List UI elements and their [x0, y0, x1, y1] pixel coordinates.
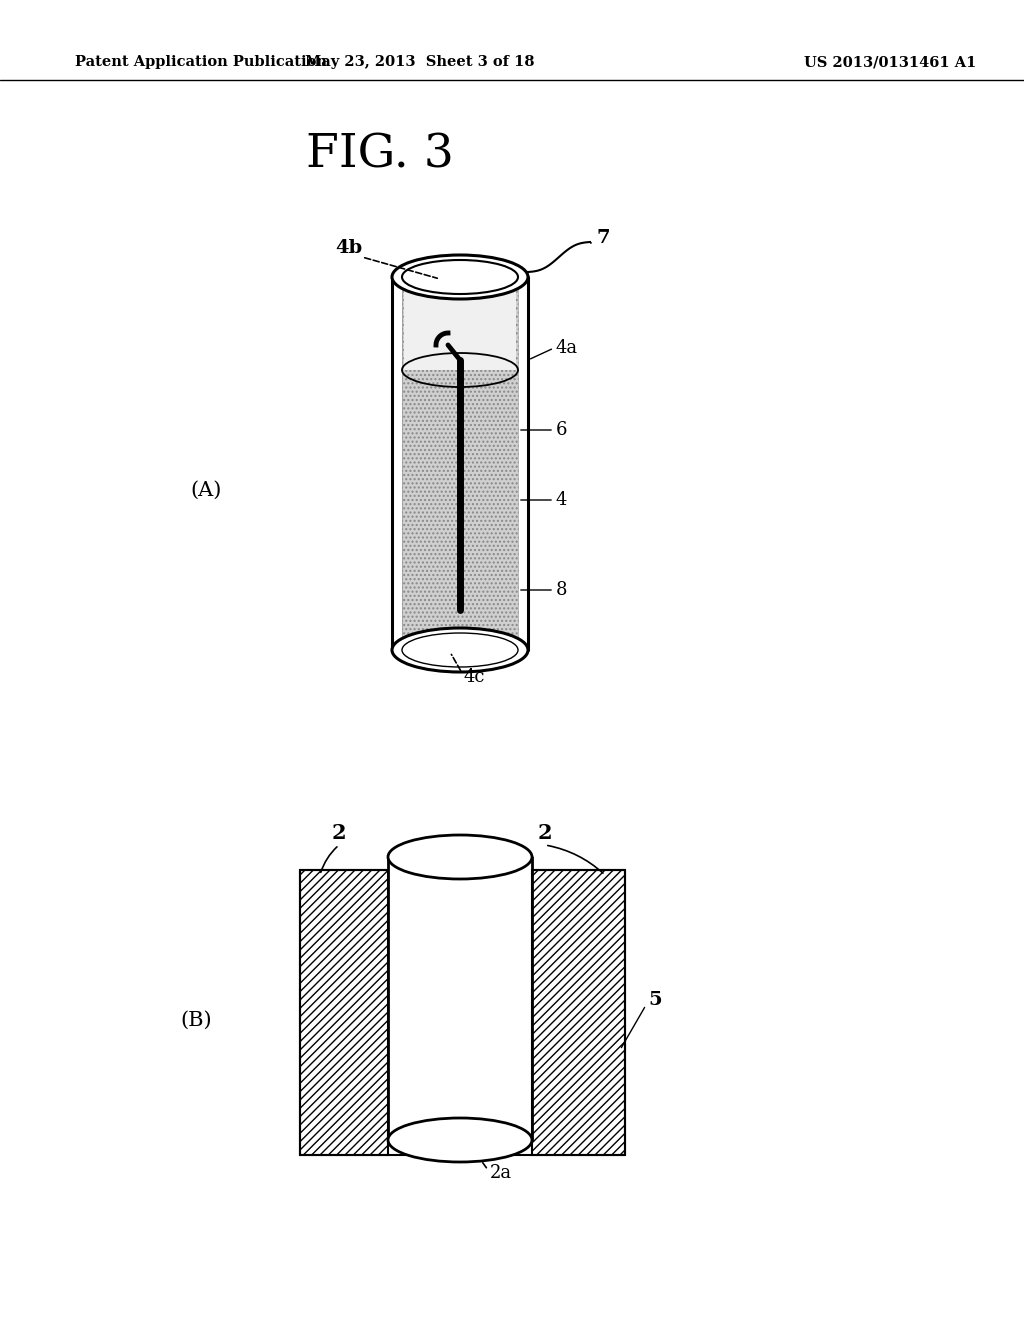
Text: US 2013/0131461 A1: US 2013/0131461 A1 — [804, 55, 976, 69]
Text: 5: 5 — [648, 991, 662, 1008]
Text: 2: 2 — [538, 822, 552, 843]
Text: (A): (A) — [190, 480, 221, 499]
Text: May 23, 2013  Sheet 3 of 18: May 23, 2013 Sheet 3 of 18 — [305, 55, 535, 69]
Text: 2a: 2a — [490, 1164, 512, 1181]
Ellipse shape — [392, 628, 528, 672]
Text: Patent Application Publication: Patent Application Publication — [75, 55, 327, 69]
Text: 7: 7 — [596, 228, 609, 247]
Bar — [404, 277, 516, 370]
Bar — [402, 277, 518, 649]
Bar — [402, 277, 518, 649]
Text: (B): (B) — [180, 1011, 212, 1030]
Text: 2: 2 — [332, 822, 346, 843]
Bar — [532, 870, 625, 1155]
Bar — [300, 870, 388, 1155]
Ellipse shape — [392, 255, 528, 300]
Text: 4b: 4b — [335, 239, 362, 257]
Text: 8: 8 — [556, 581, 567, 599]
Text: 6: 6 — [556, 421, 567, 440]
Ellipse shape — [388, 836, 532, 879]
Ellipse shape — [388, 1118, 532, 1162]
Text: 4: 4 — [556, 491, 567, 510]
Bar — [390, 857, 530, 1140]
Text: 4a: 4a — [556, 339, 579, 356]
Text: FIG. 3: FIG. 3 — [306, 132, 454, 178]
Text: 4c: 4c — [464, 668, 485, 686]
